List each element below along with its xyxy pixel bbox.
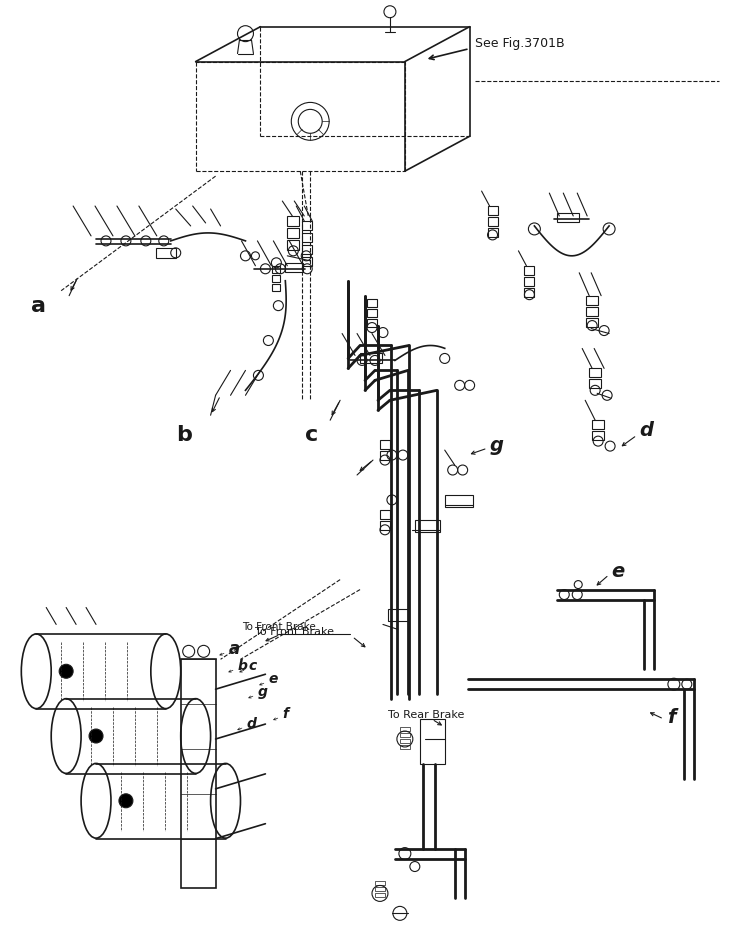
Bar — [375, 882, 385, 885]
Bar — [589, 368, 601, 377]
Bar — [487, 228, 498, 237]
Circle shape — [119, 794, 133, 807]
Bar — [302, 221, 312, 230]
Text: c: c — [305, 426, 318, 446]
Text: b: b — [176, 426, 191, 446]
Text: b: b — [237, 660, 247, 673]
Bar — [400, 745, 410, 749]
Bar — [287, 240, 299, 249]
Text: a: a — [229, 641, 240, 659]
Bar — [156, 248, 176, 258]
Bar — [487, 217, 498, 226]
Text: f: f — [667, 707, 675, 726]
Text: e: e — [611, 562, 624, 581]
Text: To Front Brake: To Front Brake — [255, 627, 335, 638]
Bar — [360, 353, 382, 364]
Circle shape — [59, 664, 73, 678]
Bar — [388, 609, 408, 622]
Bar — [525, 277, 534, 286]
Bar — [586, 318, 598, 327]
Text: g: g — [490, 436, 504, 455]
Bar — [586, 296, 598, 305]
Bar — [272, 284, 280, 290]
Bar — [400, 739, 410, 743]
Text: d: d — [639, 421, 653, 440]
Text: To Front Brake: To Front Brake — [243, 623, 316, 632]
Bar — [272, 275, 280, 282]
Bar — [380, 451, 390, 460]
Bar — [287, 228, 299, 238]
Bar — [557, 213, 580, 222]
Bar — [589, 379, 601, 388]
Bar — [487, 206, 498, 215]
Bar — [181, 660, 216, 888]
Bar — [367, 308, 377, 317]
Bar — [375, 887, 385, 891]
Bar — [380, 521, 390, 530]
Bar — [287, 216, 299, 226]
Bar — [375, 893, 385, 898]
Bar — [525, 266, 534, 275]
Bar — [380, 510, 390, 519]
Bar — [380, 440, 390, 449]
Bar — [302, 233, 312, 242]
Bar — [367, 319, 377, 327]
Bar — [444, 495, 473, 506]
Text: g: g — [257, 685, 267, 699]
Text: e: e — [269, 672, 278, 686]
Bar — [286, 263, 303, 271]
Text: a: a — [31, 296, 46, 316]
Text: See Fig.3701B: See Fig.3701B — [475, 37, 564, 50]
Bar — [592, 431, 604, 440]
Bar — [592, 420, 604, 429]
Text: To Rear Brake: To Rear Brake — [388, 710, 464, 720]
Bar — [302, 245, 312, 254]
Bar — [400, 727, 410, 731]
Bar — [400, 733, 410, 737]
Circle shape — [89, 729, 103, 743]
Bar — [525, 288, 534, 297]
Bar — [586, 307, 598, 316]
Text: c: c — [249, 660, 257, 673]
Bar — [302, 257, 312, 266]
Text: d: d — [246, 717, 256, 731]
Text: f: f — [283, 707, 289, 721]
Bar — [272, 266, 280, 273]
Bar — [415, 520, 440, 532]
Bar — [367, 299, 377, 307]
Bar — [420, 719, 444, 764]
